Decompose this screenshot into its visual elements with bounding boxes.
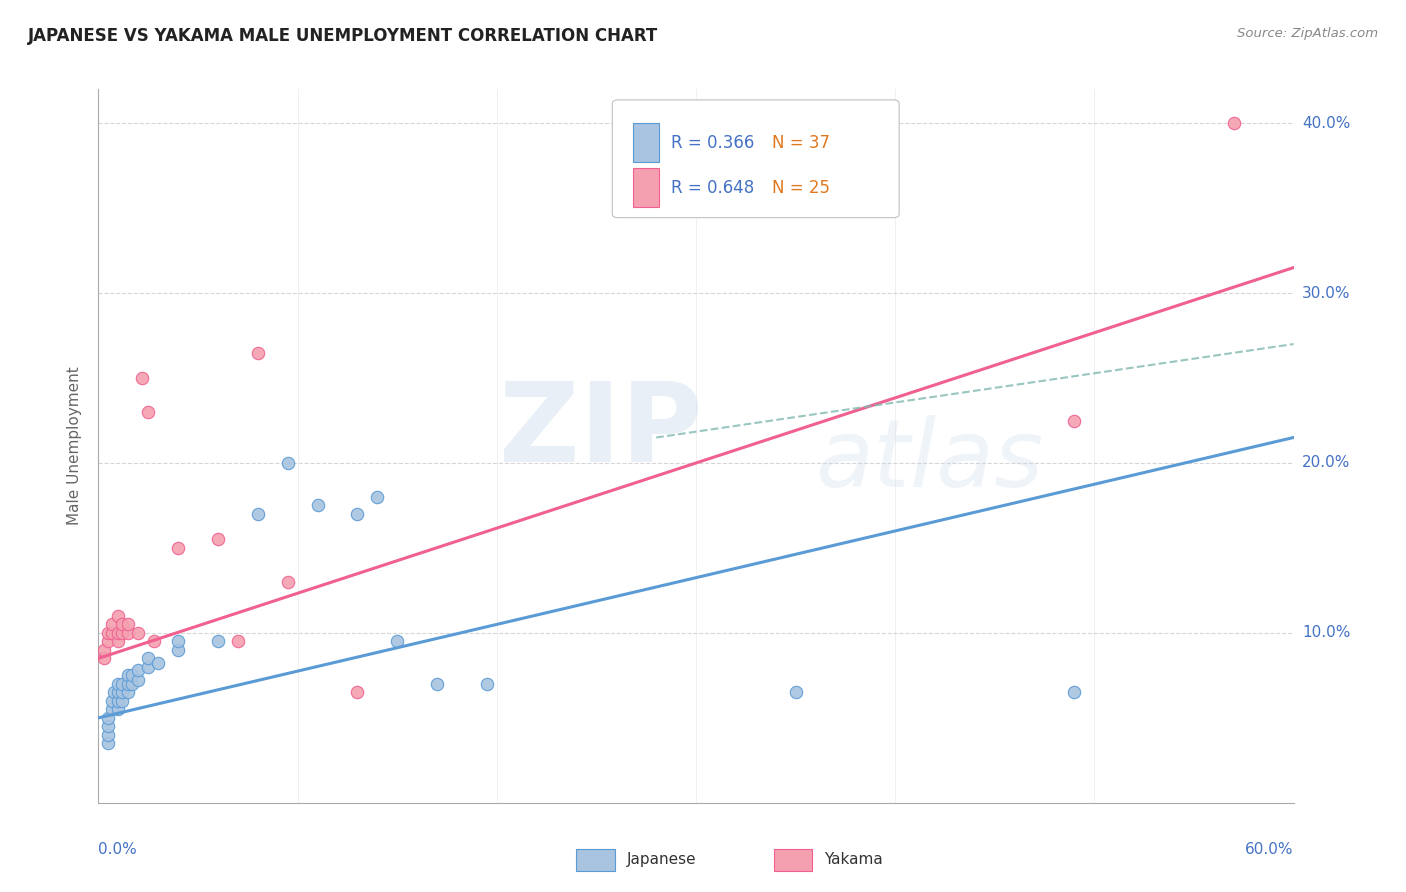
Text: atlas: atlas	[815, 415, 1043, 506]
FancyBboxPatch shape	[576, 849, 614, 871]
Point	[226, 634, 249, 648]
Point	[111, 626, 134, 640]
Point	[246, 345, 269, 359]
FancyBboxPatch shape	[633, 168, 659, 207]
Point	[107, 702, 129, 716]
Point	[136, 651, 159, 665]
Point	[117, 626, 139, 640]
Text: R = 0.648: R = 0.648	[671, 178, 754, 196]
Point	[107, 608, 129, 623]
Point	[111, 677, 134, 691]
Point	[1222, 116, 1246, 130]
Text: 60.0%: 60.0%	[1246, 842, 1294, 857]
Point	[167, 643, 190, 657]
Point	[207, 533, 229, 547]
Text: Source: ZipAtlas.com: Source: ZipAtlas.com	[1237, 27, 1378, 40]
Point	[93, 651, 115, 665]
FancyBboxPatch shape	[612, 100, 900, 218]
Point	[136, 405, 159, 419]
Point	[1063, 413, 1085, 427]
Point	[121, 677, 143, 691]
Point	[136, 660, 159, 674]
Point	[117, 677, 139, 691]
Text: Japanese: Japanese	[627, 853, 696, 867]
Point	[346, 685, 368, 699]
Point	[148, 657, 170, 671]
Point	[107, 694, 129, 708]
Point	[167, 541, 190, 555]
Point	[93, 643, 115, 657]
Text: ZIP: ZIP	[499, 378, 702, 485]
Point	[103, 685, 125, 699]
Point	[107, 634, 129, 648]
Point	[101, 702, 124, 716]
Point	[117, 668, 139, 682]
Point	[117, 685, 139, 699]
Y-axis label: Male Unemployment: Male Unemployment	[67, 367, 83, 525]
Point	[277, 456, 299, 470]
Point	[107, 626, 129, 640]
Point	[307, 499, 329, 513]
Text: 30.0%: 30.0%	[1302, 285, 1350, 301]
Text: N = 37: N = 37	[772, 134, 831, 152]
Point	[131, 371, 153, 385]
Text: JAPANESE VS YAKAMA MALE UNEMPLOYMENT CORRELATION CHART: JAPANESE VS YAKAMA MALE UNEMPLOYMENT COR…	[28, 27, 658, 45]
Point	[107, 677, 129, 691]
Point	[111, 685, 134, 699]
Text: 40.0%: 40.0%	[1302, 116, 1350, 131]
Point	[97, 634, 120, 648]
Point	[117, 617, 139, 632]
Text: N = 25: N = 25	[772, 178, 831, 196]
Text: Yakama: Yakama	[824, 853, 883, 867]
Point	[111, 617, 134, 632]
Point	[475, 677, 498, 691]
Point	[97, 719, 120, 733]
Point	[101, 694, 124, 708]
Point	[143, 634, 166, 648]
FancyBboxPatch shape	[773, 849, 811, 871]
Point	[97, 736, 120, 750]
Point	[167, 634, 190, 648]
Point	[97, 626, 120, 640]
Text: 10.0%: 10.0%	[1302, 625, 1350, 640]
Text: R = 0.366: R = 0.366	[671, 134, 754, 152]
Point	[107, 685, 129, 699]
FancyBboxPatch shape	[633, 123, 659, 162]
Text: 0.0%: 0.0%	[98, 842, 138, 857]
Point	[1063, 685, 1085, 699]
Point	[277, 574, 299, 589]
Point	[785, 685, 807, 699]
Point	[111, 694, 134, 708]
Point	[426, 677, 449, 691]
Point	[246, 507, 269, 521]
Point	[97, 728, 120, 742]
Point	[101, 617, 124, 632]
Point	[207, 634, 229, 648]
Point	[346, 507, 368, 521]
Point	[366, 490, 388, 504]
Point	[127, 626, 149, 640]
Text: 20.0%: 20.0%	[1302, 456, 1350, 470]
Point	[101, 626, 124, 640]
Point	[97, 711, 120, 725]
Point	[127, 673, 149, 688]
Point	[121, 668, 143, 682]
Point	[385, 634, 409, 648]
Point	[127, 663, 149, 677]
